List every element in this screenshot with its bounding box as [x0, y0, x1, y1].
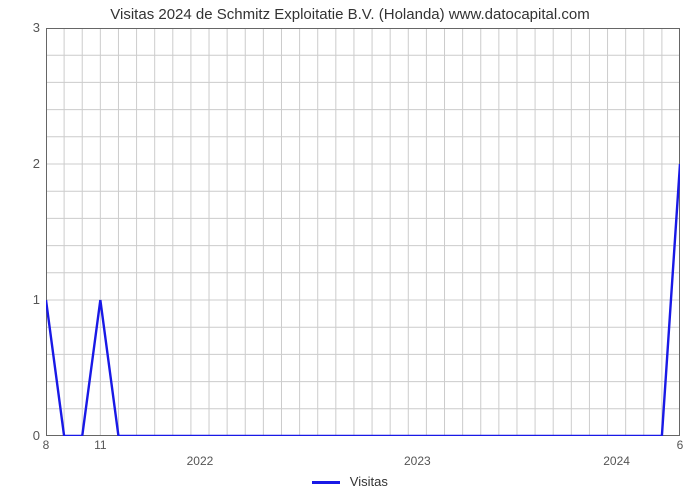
x-year-label: 2022: [187, 454, 214, 468]
y-tick-label: 1: [10, 292, 40, 307]
y-tick-label: 3: [10, 20, 40, 35]
x-year-label: 2024: [603, 454, 630, 468]
x-tick-label: 11: [94, 438, 106, 452]
legend-swatch: [312, 481, 340, 484]
y-tick-label: 0: [10, 428, 40, 443]
plot-area: [46, 28, 680, 436]
chart-container: Visitas 2024 de Schmitz Exploitatie B.V.…: [0, 0, 700, 500]
legend: Visitas: [0, 474, 700, 489]
legend-label: Visitas: [350, 474, 388, 489]
chart-title: Visitas 2024 de Schmitz Exploitatie B.V.…: [0, 6, 700, 23]
plot-svg: [46, 28, 680, 436]
x-tick-label: 6: [677, 438, 684, 452]
x-tick-label: 8: [43, 438, 50, 452]
x-year-label: 2023: [404, 454, 431, 468]
y-tick-label: 2: [10, 156, 40, 171]
